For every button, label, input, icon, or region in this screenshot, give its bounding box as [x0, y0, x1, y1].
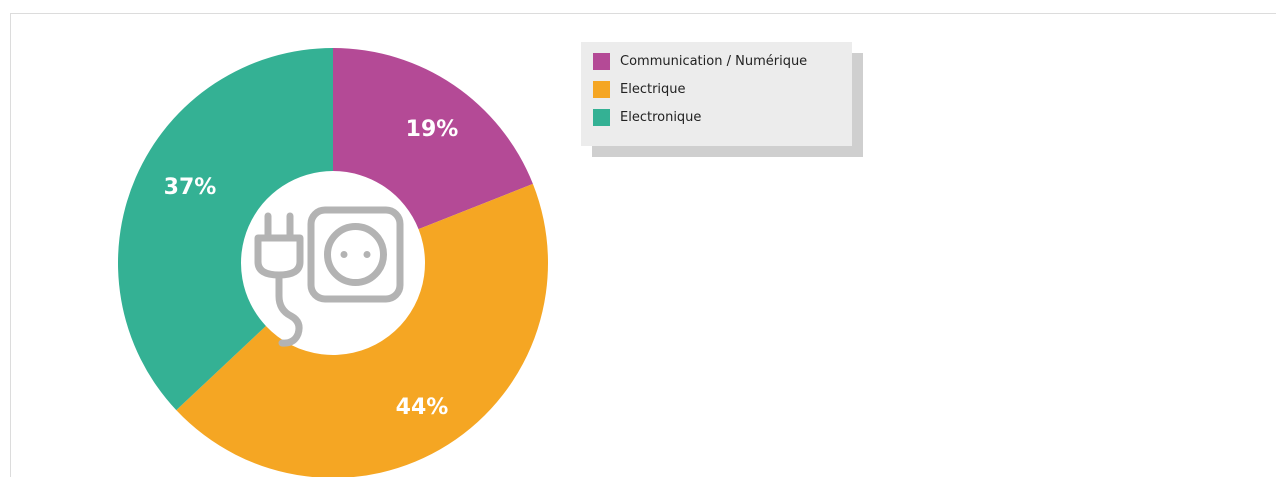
legend-swatch-communication	[593, 52, 610, 70]
slice-electronique	[118, 48, 334, 411]
frame-left-border	[10, 13, 11, 477]
donut-chart: 19% 44% 37%	[118, 48, 548, 477]
legend-item-communication: Communication / Numérique	[593, 52, 852, 70]
slices-group	[118, 48, 548, 477]
legend-item-electronique: Electronique	[593, 108, 852, 126]
data-label-electrique: 44%	[396, 395, 449, 420]
legend-swatch-electronique	[593, 108, 610, 126]
data-label-communication: 19%	[406, 117, 459, 142]
plug-socket-icon	[254, 206, 404, 347]
legend-swatch-electrique	[593, 80, 610, 98]
legend: Communication / Numérique Electrique Ele…	[581, 42, 852, 146]
legend-item-electrique: Electrique	[593, 80, 852, 98]
legend-label-electronique: Electronique	[620, 109, 702, 125]
percent-labels-group: 19% 44% 37%	[164, 117, 459, 420]
slice-communication	[333, 48, 533, 230]
frame-top-border	[10, 13, 1276, 14]
legend-label-communication: Communication / Numérique	[620, 53, 808, 69]
data-label-electronique: 37%	[164, 175, 217, 200]
slice-electrique	[176, 183, 548, 477]
legend-label-electrique: Electrique	[620, 81, 686, 97]
